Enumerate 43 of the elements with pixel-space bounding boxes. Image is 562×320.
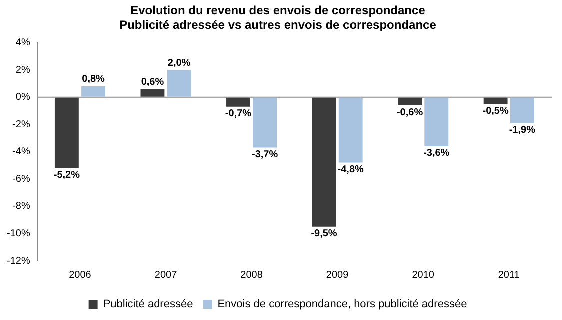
data-label: -3,7% (252, 150, 278, 161)
y-tick-label: -4% (12, 146, 30, 158)
x-tick-label: 2011 (498, 270, 520, 281)
y-tick-label: -6% (12, 174, 30, 185)
bar (424, 98, 449, 146)
chart-subtitle: Publicité adressée vs autres envois de correspondance (120, 18, 437, 32)
data-label: -9,5% (311, 228, 338, 240)
y-tick-label: -8% (12, 201, 30, 212)
y-tick-label: 2% (16, 64, 30, 76)
chart-title: Evolution du revenu des envois de correspondance (130, 4, 426, 18)
data-label: -1,9% (509, 125, 536, 136)
data-label: -0,6% (396, 107, 424, 118)
bar (338, 98, 363, 163)
data-label: -5,2% (54, 170, 80, 182)
data-label: 0,8% (82, 74, 106, 86)
x-tick-label: 2008 (240, 270, 264, 281)
bar (398, 98, 422, 106)
bar (253, 98, 278, 148)
bar (510, 98, 534, 124)
legend-label: Publicité adressée (103, 298, 194, 311)
data-label: -3,6% (424, 148, 450, 160)
y-tick-label: 4% (16, 38, 30, 49)
y-tick-label: 0% (16, 92, 30, 104)
y-tick-label: -2% (12, 119, 30, 130)
bar (54, 98, 79, 168)
bar (140, 89, 165, 97)
bar (312, 98, 336, 227)
x-tick-label: 2009 (326, 270, 350, 281)
legend-label: Envois de correspondance, hors publicité adressée (218, 298, 468, 311)
bar (167, 70, 192, 97)
bar (484, 98, 508, 104)
y-tick-label: -10% (6, 228, 30, 240)
bar (82, 86, 106, 97)
data-label: 2,0% (168, 58, 191, 69)
data-label: -0,5% (482, 106, 509, 117)
data-label: -4,8% (338, 164, 364, 176)
data-label: 0,6% (141, 76, 164, 88)
x-tick-label: 2010 (412, 270, 435, 281)
data-label: -0,7% (225, 108, 252, 120)
y-tick-label: -12% (6, 256, 30, 267)
bar (226, 98, 250, 107)
x-tick-label: 2007 (154, 270, 178, 281)
x-tick-label: 2006 (69, 270, 92, 281)
